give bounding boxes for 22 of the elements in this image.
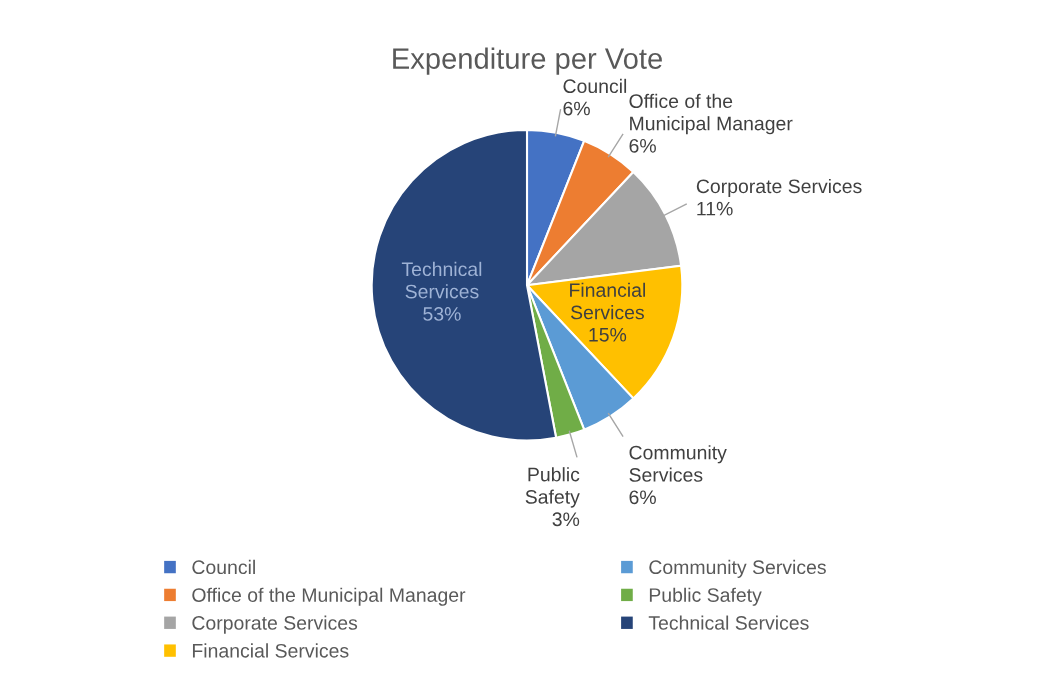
slice-label: Technical Services bbox=[401, 261, 482, 299]
legend-label: Technical Services bbox=[648, 615, 809, 630]
data-label: 15% bbox=[589, 328, 627, 342]
data-label: 3% bbox=[552, 512, 580, 527]
legend-label: Office of the Municipal Manager bbox=[192, 587, 466, 606]
legend-label: Council bbox=[192, 559, 255, 575]
slice-label: Community Services bbox=[629, 445, 727, 482]
data-label: 53% bbox=[423, 307, 461, 321]
data-label: 6% bbox=[629, 490, 656, 505]
legend-label: Public Safety bbox=[649, 587, 762, 606]
data-label: 11% bbox=[697, 201, 733, 216]
data-label: 6% bbox=[629, 138, 656, 153]
slice-label: Corporate Services bbox=[696, 178, 862, 198]
slice-label: Council bbox=[563, 78, 627, 94]
legend-label: Community Services bbox=[649, 559, 826, 578]
slice-label: Financial Services bbox=[570, 282, 645, 320]
legend-label: Financial Services bbox=[192, 643, 349, 658]
chart-title: Expenditure per Vote bbox=[393, 47, 662, 75]
slice-label: Public Safety bbox=[525, 467, 580, 508]
data-label: 6% bbox=[563, 101, 590, 116]
slice-label: Office of the Municipal Manager bbox=[629, 93, 793, 135]
legend-label: Corporate Services bbox=[192, 615, 358, 634]
